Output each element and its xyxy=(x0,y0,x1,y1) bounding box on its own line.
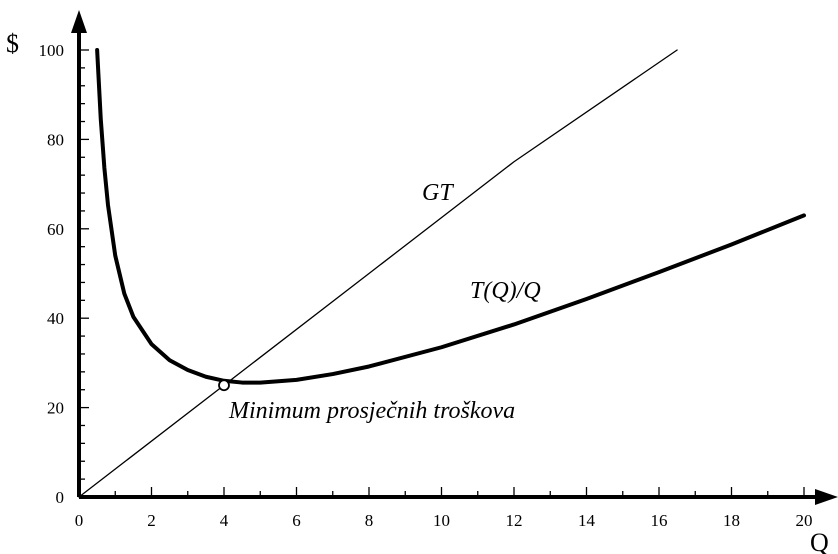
y-tick-label: 100 xyxy=(39,41,65,60)
x-tick-label: 16 xyxy=(651,511,668,530)
series-label-1: T(Q)/Q xyxy=(470,278,541,304)
y-tick-label: 20 xyxy=(47,399,64,418)
series-line-0 xyxy=(78,49,678,498)
x-tick-label: 4 xyxy=(220,511,229,530)
series-lines xyxy=(78,48,806,498)
x-tick-label: 2 xyxy=(147,511,156,530)
x-axis-arrow-icon xyxy=(815,489,838,505)
series-line-1 xyxy=(95,48,806,385)
y-axis-arrow-icon xyxy=(71,10,87,33)
x-tick-label: 8 xyxy=(365,511,374,530)
y-tick-label: 40 xyxy=(47,309,64,328)
y-tick-label: 60 xyxy=(47,220,64,239)
x-axis-label: Q xyxy=(810,528,829,554)
series-label-0: GT xyxy=(422,180,454,206)
y-tick-label: 0 xyxy=(56,488,65,507)
x-tick-label: 0 xyxy=(75,511,84,530)
axes xyxy=(71,10,838,505)
labels: 0 2 4 6 8 10 12 14 16 18 20 0 20 40 60 80 100 $ Q GT T(Q)/Q M… xyxy=(6,29,829,554)
x-tick-label: 18 xyxy=(723,511,740,530)
y-tick-label: 80 xyxy=(47,130,64,149)
x-tick-label: 6 xyxy=(292,511,301,530)
axis-ticks xyxy=(78,49,805,498)
x-tick-label: 20 xyxy=(796,511,813,530)
y-axis-label: $ xyxy=(6,29,19,58)
x-tick-label: 12 xyxy=(506,511,523,530)
x-tick-label: 10 xyxy=(433,511,450,530)
x-tick-label: 14 xyxy=(578,511,596,530)
markers xyxy=(218,379,230,392)
annotation-label-0: Minimum prosječnih troškova xyxy=(228,398,515,424)
minimum-point-marker xyxy=(218,379,230,392)
